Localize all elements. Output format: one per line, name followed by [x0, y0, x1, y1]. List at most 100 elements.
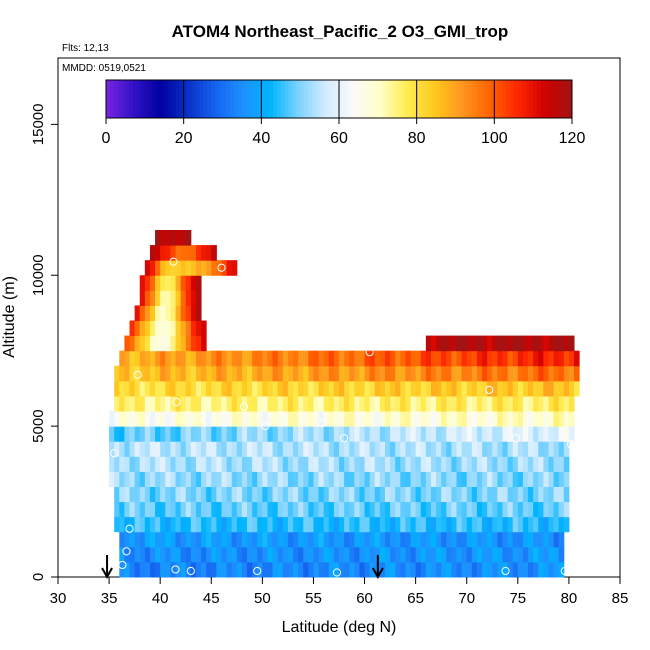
heatmap-cell [543, 441, 549, 457]
heatmap-cell [471, 350, 478, 367]
heatmap-cell [512, 561, 519, 578]
heatmap-cell [231, 411, 238, 427]
heatmap-cell [528, 335, 534, 352]
colorbar-segment [436, 80, 441, 118]
heatmap-cell [482, 395, 488, 412]
heatmap-cells [109, 229, 580, 578]
heatmap-cell [507, 501, 514, 518]
heatmap-cell [497, 516, 503, 533]
heatmap-cell [170, 335, 177, 352]
heatmap-cell [221, 531, 228, 548]
heatmap-cell [558, 365, 565, 382]
heatmap-cell [405, 471, 412, 487]
heatmap-cell [303, 516, 309, 533]
heatmap-cell [354, 546, 360, 563]
heatmap-cell [175, 395, 182, 412]
heatmap-cell [374, 501, 381, 518]
heatmap-cell [451, 546, 458, 563]
heatmap-cell [359, 546, 366, 563]
heatmap-cell [298, 456, 304, 472]
heatmap-cell [451, 335, 458, 352]
heatmap-cell [548, 411, 555, 427]
heatmap-cell [492, 501, 498, 518]
heatmap-cell [379, 350, 386, 367]
heatmap-cell [482, 441, 488, 457]
heatmap-cell [436, 456, 442, 472]
heatmap-cell [293, 365, 299, 382]
heatmap-cell [553, 486, 560, 503]
heatmap-cell [517, 471, 524, 487]
heatmap-cell [149, 275, 156, 291]
heatmap-cell [257, 456, 263, 472]
heatmap-cell [226, 561, 233, 578]
heatmap-cell [328, 471, 335, 487]
heatmap-cell [236, 471, 243, 487]
heatmap-cell [149, 305, 156, 322]
heatmap-cell [298, 395, 304, 412]
heatmap-cell [558, 501, 565, 518]
heatmap-cell [257, 486, 263, 503]
heatmap-cell [482, 350, 488, 367]
heatmap-cell [160, 305, 166, 322]
heatmap-cell [395, 531, 401, 548]
heatmap-cell [293, 456, 299, 472]
heatmap-cell [298, 561, 304, 578]
heatmap-cell [390, 531, 396, 548]
heatmap-cell [272, 456, 279, 472]
heatmap-cell [124, 426, 131, 442]
heatmap-cell [170, 546, 177, 563]
heatmap-cell [195, 395, 202, 412]
heatmap-cell [425, 335, 432, 352]
colorbar-segment [106, 80, 111, 118]
heatmap-cell [548, 365, 555, 382]
colorbar-segment [544, 80, 550, 118]
heatmap-cell [461, 426, 468, 442]
heatmap-cell [318, 365, 325, 382]
heatmap-cell [144, 320, 151, 337]
heatmap-cell [548, 501, 555, 518]
heatmap-cell [558, 546, 565, 563]
heatmap-cell [533, 426, 539, 442]
heatmap-cell [155, 426, 161, 442]
heatmap-cell [129, 561, 136, 578]
heatmap-cell [456, 471, 463, 487]
heatmap-cell [119, 365, 125, 382]
heatmap-cell [129, 471, 136, 487]
heatmap-cell [528, 501, 534, 518]
heatmap-cell [405, 395, 412, 412]
heatmap-cell [303, 395, 309, 412]
heatmap-cell [328, 486, 335, 503]
x-tick-label: 35 [101, 590, 118, 607]
heatmap-cell [405, 531, 412, 548]
heatmap-cell [313, 456, 320, 472]
heatmap-cell [390, 546, 396, 563]
heatmap-cell [563, 411, 570, 427]
heatmap-cell [548, 380, 555, 397]
heatmap-cell [241, 471, 248, 487]
heatmap-cell [502, 561, 509, 578]
heatmap-cell [487, 335, 493, 352]
heatmap-cell [466, 546, 473, 563]
heatmap-cell [456, 395, 463, 412]
heatmap-cell [165, 335, 171, 352]
heatmap-cell [124, 350, 131, 367]
heatmap-cell [502, 516, 509, 533]
heatmap-cell [369, 471, 376, 487]
heatmap-cell [114, 395, 120, 412]
heatmap-cell [149, 411, 156, 427]
heatmap-cell [487, 516, 493, 533]
heatmap-cell [231, 546, 238, 563]
heatmap-cell [492, 456, 498, 472]
heatmap-cell [425, 456, 432, 472]
flight-point [172, 397, 181, 407]
heatmap-cell [441, 501, 447, 518]
heatmap-cell [323, 516, 330, 533]
colorbar-segment [129, 80, 134, 118]
heatmap-cell [461, 471, 468, 487]
heatmap-cell [502, 531, 509, 548]
heatmap-cell [272, 561, 279, 578]
heatmap-cell [206, 501, 212, 518]
heatmap-cell [538, 350, 544, 367]
heatmap-cell [568, 350, 575, 367]
colorbar-segment [335, 80, 340, 118]
